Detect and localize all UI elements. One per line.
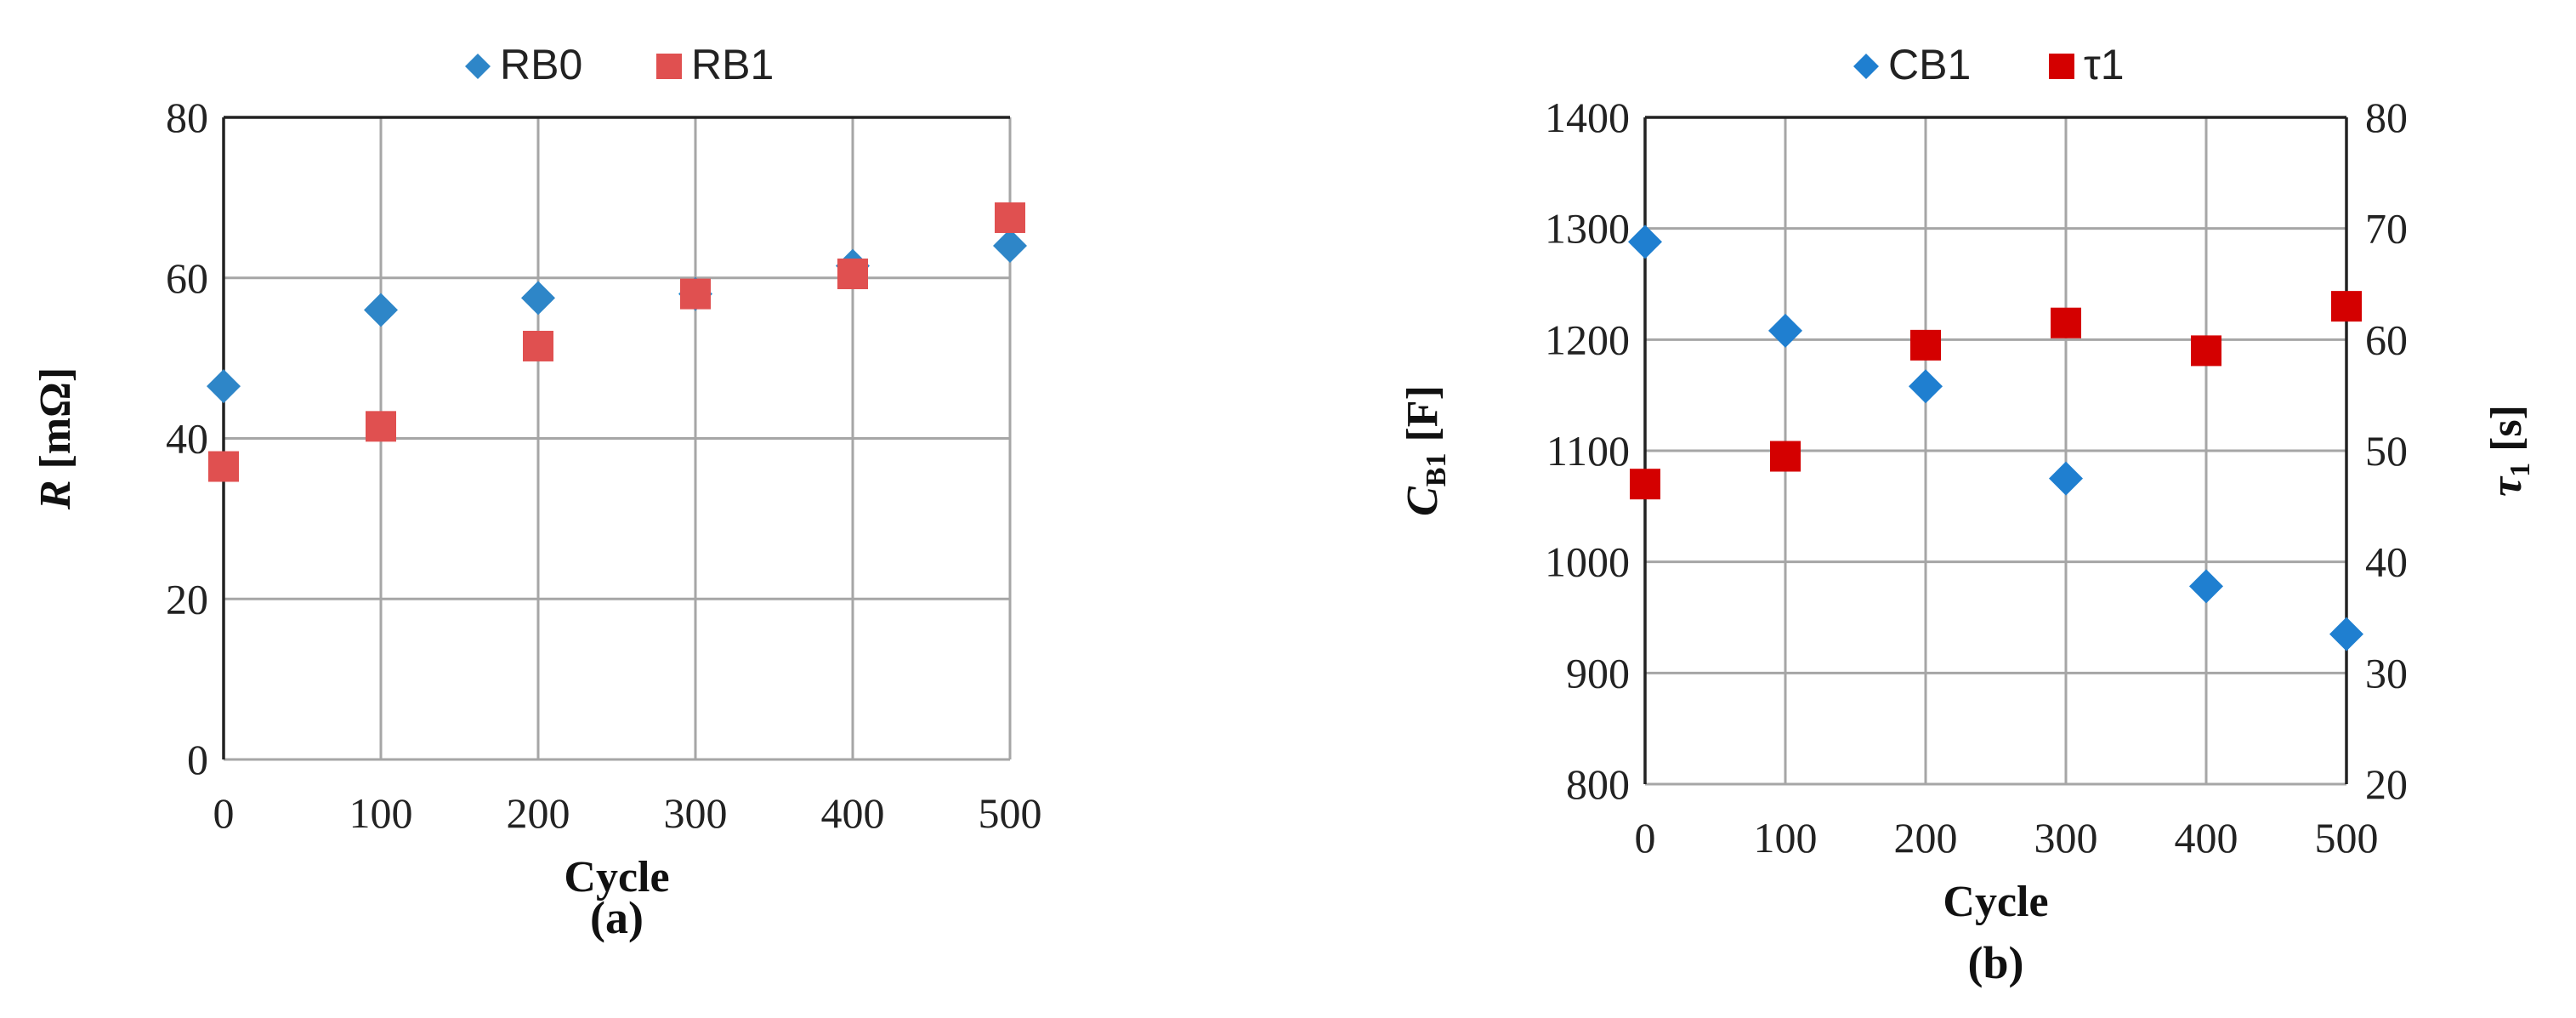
- data-point-RB1: [680, 278, 711, 310]
- y2-axis-title: τ1 [s]: [2482, 405, 2536, 497]
- panel-label: (a): [590, 892, 644, 943]
- x-tick-label: 300: [664, 789, 728, 837]
- data-point-RB0: [521, 281, 555, 316]
- legend-label-CB1: CB1: [1888, 41, 1971, 88]
- data-point-RB1: [837, 259, 868, 290]
- x-tick-label: 100: [1754, 814, 1818, 862]
- data-point-RB0: [207, 369, 241, 404]
- data-point-CB1: [1628, 225, 1662, 259]
- data-point-τ1: [1770, 441, 1801, 472]
- y-axis-title: CB1 [F]: [1399, 385, 1452, 516]
- y-tick-label: 20: [166, 575, 208, 623]
- data-point-τ1: [2331, 291, 2362, 322]
- data-point-τ1: [1910, 329, 1941, 361]
- y2-tick-label: 30: [2365, 649, 2408, 697]
- y2-tick-label: 20: [2365, 760, 2408, 808]
- x-tick-label: 400: [821, 789, 885, 837]
- y2-tick-label: 50: [2365, 427, 2408, 475]
- y-tick-label: 60: [166, 254, 208, 302]
- data-point-CB1: [2189, 569, 2223, 604]
- x-tick-label: 500: [979, 789, 1042, 837]
- y2-axis-title-unit: [s]: [2482, 405, 2531, 463]
- y-tick-label: 1300: [1545, 205, 1630, 253]
- x-tick-label: 100: [349, 789, 413, 837]
- legend-label-RB1: RB1: [691, 41, 774, 88]
- data-point-RB0: [364, 293, 398, 327]
- legend-label-τ1: τ1: [2084, 41, 2125, 88]
- x-tick-label: 0: [1635, 814, 1656, 862]
- x-tick-label: 300: [2034, 814, 2098, 862]
- data-point-RB1: [366, 411, 396, 442]
- chart-panel-b: 0 100 200 300 400 500800900100011001200130014…: [1399, 41, 2536, 988]
- y-tick-label: 40: [166, 415, 208, 463]
- x-tick-label: 0: [213, 789, 235, 837]
- x-tick-label: 500: [2315, 814, 2379, 862]
- y-axis-title-sub: B1: [1421, 453, 1452, 487]
- y-tick-label: 1200: [1545, 316, 1630, 363]
- y-tick-label: 1000: [1545, 538, 1630, 586]
- panel-label: (b): [1968, 937, 2024, 988]
- y-axis-title-main: R: [31, 480, 80, 510]
- y-axis-title: R [mΩ]: [31, 367, 80, 510]
- data-point-CB1: [1768, 313, 1802, 348]
- data-point-τ1: [1630, 469, 1660, 500]
- data-point-RB1: [523, 330, 553, 361]
- data-point-τ1: [2051, 307, 2081, 338]
- x-tick-label: 200: [1894, 814, 1958, 862]
- data-point-CB1: [2329, 617, 2363, 651]
- y-axis-title-unit: [F]: [1399, 385, 1447, 452]
- x-tick-label: 400: [2175, 814, 2238, 862]
- chart-panel-a: 0 100 200 300 400 500 0 20 40 60 80 Cycle R [mΩ] (a) R…: [31, 41, 1042, 943]
- x-axis-title: Cycle: [564, 853, 669, 901]
- legend-marker-RB0: [465, 54, 491, 79]
- x-tick-label: 200: [507, 789, 570, 837]
- y2-tick-label: 80: [2365, 94, 2408, 141]
- y2-axis-title-sub: 1: [2505, 463, 2536, 477]
- y2-tick-label: 60: [2365, 316, 2408, 363]
- data-point-RB1: [208, 451, 239, 482]
- y-tick-label: 1400: [1545, 94, 1630, 141]
- data-point-RB1: [995, 202, 1025, 233]
- y-axis-title-unit: [mΩ]: [31, 367, 80, 481]
- legend-label-RB0: RB0: [500, 41, 582, 88]
- y-tick-label: 1100: [1546, 427, 1630, 475]
- data-point-RB0: [993, 229, 1027, 263]
- legend-marker-τ1: [2049, 54, 2074, 79]
- y-tick-label: 80: [166, 94, 208, 141]
- y2-tick-label: 40: [2365, 538, 2408, 586]
- data-point-τ1: [2191, 335, 2221, 367]
- y-tick-label: 900: [1566, 649, 1630, 697]
- data-point-CB1: [2049, 461, 2083, 496]
- legend-marker-RB1: [656, 54, 682, 79]
- legend-marker-CB1: [1853, 54, 1879, 79]
- y-axis-title-main: C: [1399, 486, 1447, 516]
- y-tick-label: 800: [1566, 760, 1630, 808]
- y2-axis-title-main: τ: [2482, 475, 2531, 497]
- y-tick-label: 0: [187, 736, 208, 783]
- data-point-CB1: [1909, 369, 1943, 404]
- y2-tick-label: 70: [2365, 205, 2408, 253]
- x-axis-title: Cycle: [1943, 878, 2048, 926]
